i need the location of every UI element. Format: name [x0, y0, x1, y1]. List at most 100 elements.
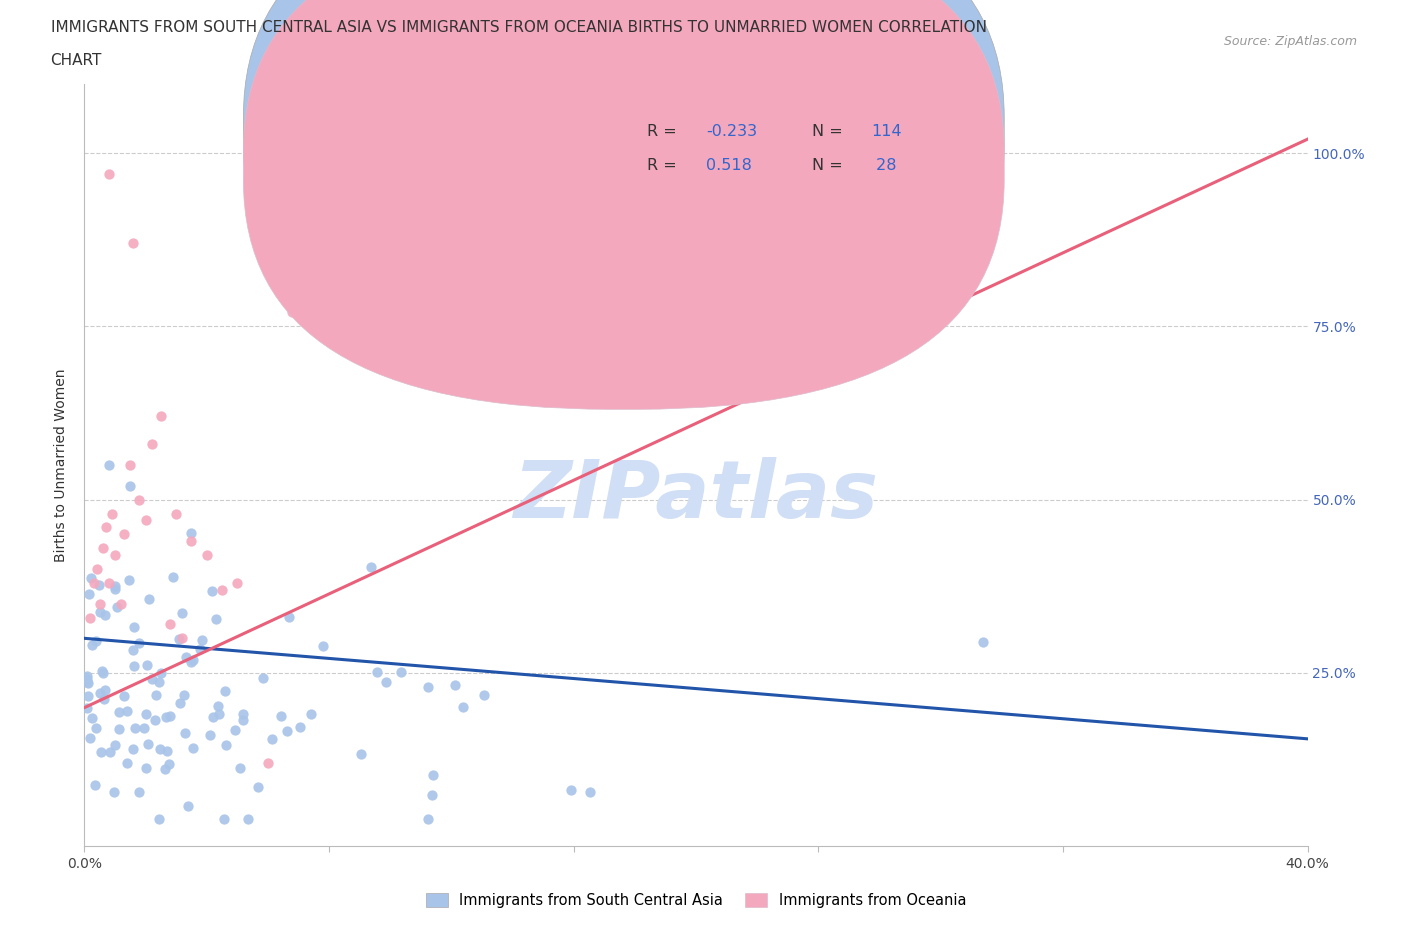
Point — [76, 700, 98, 715]
Point — [79, 731, 101, 746]
Point — [145, 687, 167, 702]
Point — [224, 722, 246, 737]
Point — [149, 741, 172, 756]
Point — [207, 698, 229, 713]
Point — [214, 684, 236, 698]
Point — [560, 783, 582, 798]
Point — [89, 685, 111, 700]
Point — [97, 576, 120, 591]
Point — [149, 409, 172, 424]
Point — [172, 605, 194, 620]
Point — [299, 707, 322, 722]
Point — [104, 548, 127, 563]
Point — [232, 707, 254, 722]
Point — [207, 707, 229, 722]
Point — [89, 604, 111, 619]
Point — [270, 709, 292, 724]
Point — [157, 757, 180, 772]
Point — [418, 811, 440, 826]
Point — [122, 619, 145, 634]
Point — [118, 573, 141, 588]
Point — [252, 671, 274, 685]
Point — [156, 743, 179, 758]
Text: N =: N = — [813, 125, 848, 140]
Point — [128, 784, 150, 799]
FancyBboxPatch shape — [243, 0, 1004, 376]
Point — [669, 257, 692, 272]
Point — [77, 689, 100, 704]
Point — [124, 658, 146, 673]
Point — [80, 570, 103, 585]
Point — [148, 811, 170, 826]
Point — [183, 741, 205, 756]
Point — [76, 675, 98, 690]
Text: -0.233: -0.233 — [706, 125, 756, 140]
Point — [155, 710, 177, 724]
Point — [104, 579, 127, 594]
Point — [121, 741, 143, 756]
Point — [181, 653, 204, 668]
Text: IMMIGRANTS FROM SOUTH CENTRAL ASIA VS IMMIGRANTS FROM OCEANIA BIRTHS TO UNMARRIE: IMMIGRANTS FROM SOUTH CENTRAL ASIA VS IM… — [51, 20, 987, 35]
Point — [972, 634, 994, 649]
Point — [211, 582, 233, 597]
Point — [148, 675, 170, 690]
Point — [77, 587, 100, 602]
Point — [90, 744, 112, 759]
Point — [82, 638, 104, 653]
FancyBboxPatch shape — [592, 99, 972, 194]
Legend: Immigrants from South Central Asia, Immigrants from Oceania: Immigrants from South Central Asia, Immi… — [426, 893, 966, 908]
Point — [97, 166, 120, 181]
Point — [91, 666, 114, 681]
Point — [281, 305, 304, 320]
Point — [117, 756, 139, 771]
Point — [451, 699, 474, 714]
Point — [107, 705, 129, 720]
Point — [312, 639, 335, 654]
Point — [169, 631, 191, 646]
Point — [212, 811, 235, 826]
Point — [132, 721, 155, 736]
Text: 0.518: 0.518 — [706, 158, 752, 173]
Point — [94, 608, 117, 623]
Point — [135, 707, 157, 722]
Point — [84, 721, 107, 736]
Point — [172, 631, 194, 645]
Point — [93, 691, 115, 706]
Point — [232, 712, 254, 727]
Point — [350, 747, 373, 762]
Text: CHART: CHART — [51, 53, 103, 68]
Point — [188, 642, 211, 657]
Point — [91, 664, 114, 679]
Point — [112, 689, 135, 704]
Point — [136, 737, 159, 751]
Point — [169, 695, 191, 710]
Point — [159, 617, 181, 631]
Point — [389, 664, 412, 679]
Point — [190, 632, 212, 647]
Point — [103, 785, 125, 800]
Point — [422, 767, 444, 782]
FancyBboxPatch shape — [243, 0, 1004, 409]
Point — [101, 506, 124, 521]
Point — [173, 687, 195, 702]
Point — [76, 671, 98, 686]
Point — [128, 492, 150, 507]
Point — [579, 785, 602, 800]
Text: R =: R = — [647, 158, 688, 173]
Point — [205, 612, 228, 627]
Point — [416, 680, 439, 695]
Point — [180, 525, 202, 540]
Point — [180, 655, 202, 670]
Point — [180, 534, 202, 549]
Point — [145, 712, 167, 727]
Point — [76, 674, 98, 689]
Point — [91, 540, 114, 555]
Text: Source: ZipAtlas.com: Source: ZipAtlas.com — [1223, 35, 1357, 48]
Point — [87, 578, 110, 592]
Point — [360, 560, 382, 575]
Point — [89, 596, 111, 611]
Point — [420, 787, 443, 802]
Point — [135, 658, 157, 672]
Point — [202, 710, 225, 724]
Point — [120, 478, 142, 493]
